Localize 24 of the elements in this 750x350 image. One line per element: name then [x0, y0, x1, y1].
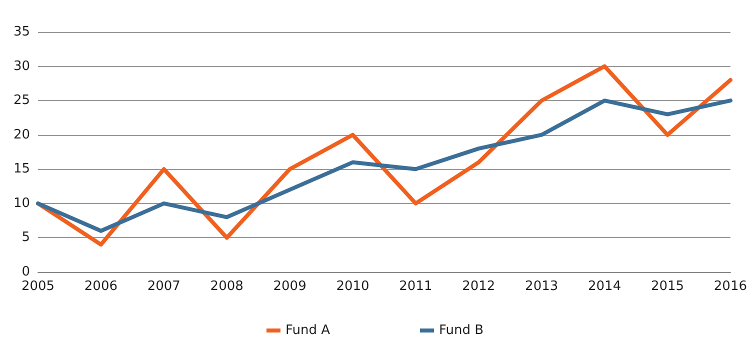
x-tick-label: 2012: [462, 279, 496, 294]
legend-label: Fund A: [285, 323, 330, 338]
line-series: [36, 98, 732, 233]
x-tick-label: 2008: [210, 279, 244, 294]
x-tick-label: 2010: [336, 279, 370, 294]
x-tick-label: 2013: [525, 279, 558, 294]
y-tick-label: 25: [13, 93, 30, 108]
x-tick-label: 2007: [147, 279, 180, 294]
x-tick-label: 2014: [588, 279, 622, 294]
y-tick-label: 30: [13, 58, 30, 74]
x-tick-label: 2016: [714, 279, 748, 294]
y-tick-label: 15: [13, 162, 30, 177]
x-tick-label: 2015: [650, 279, 684, 294]
y-tick-label: 0: [22, 264, 30, 280]
y-tick-label: 10: [13, 196, 30, 211]
x-tick-label: 2009: [273, 279, 306, 294]
y-tick-label: 35: [13, 24, 30, 40]
line-series: [36, 64, 732, 247]
x-tick-label: 2011: [399, 279, 432, 294]
legend-label: Fund B: [438, 323, 484, 338]
y-tick-label: 20: [13, 127, 30, 142]
x-tick-label: 2006: [84, 279, 118, 294]
x-tick-label: 2005: [21, 279, 55, 294]
y-tick-label: 5: [22, 230, 30, 246]
